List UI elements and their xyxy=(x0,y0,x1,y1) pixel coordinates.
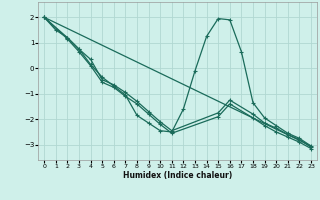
X-axis label: Humidex (Indice chaleur): Humidex (Indice chaleur) xyxy=(123,171,232,180)
